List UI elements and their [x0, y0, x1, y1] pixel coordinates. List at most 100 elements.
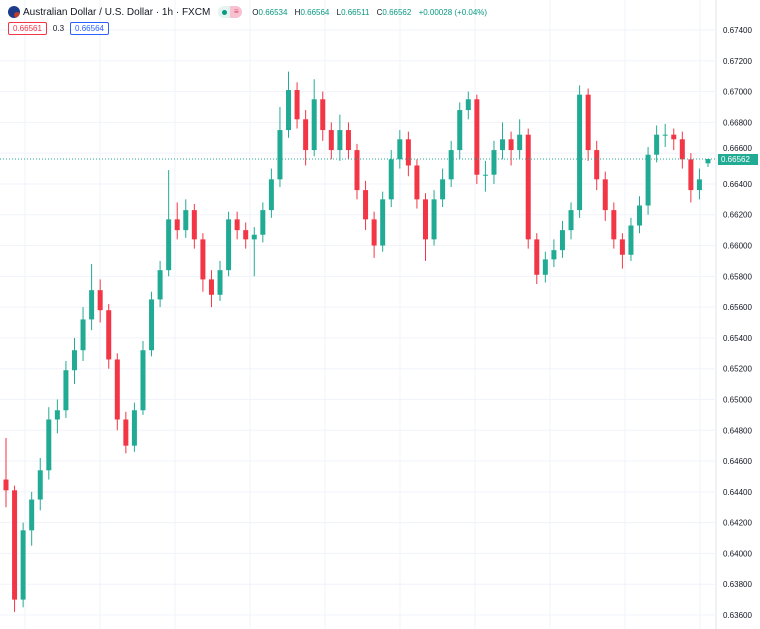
candle — [431, 190, 437, 246]
candle-body — [628, 225, 634, 255]
y-tick-label: 0.65400 — [723, 334, 752, 343]
candle-body — [602, 179, 608, 211]
candle-body — [166, 219, 172, 271]
low-label: L — [336, 7, 342, 17]
y-tick-label: 0.67000 — [723, 88, 752, 97]
candle — [217, 260, 223, 301]
candle-body — [363, 190, 369, 220]
candle — [80, 307, 86, 361]
candle — [183, 199, 189, 238]
candle-body — [559, 230, 565, 251]
candle-body — [243, 230, 249, 240]
candle — [388, 150, 394, 208]
open-label: O — [252, 7, 259, 17]
candle-body — [465, 99, 471, 111]
candle — [448, 140, 454, 188]
candle-body — [525, 134, 531, 240]
candle — [294, 82, 300, 129]
candle-body — [37, 470, 43, 500]
candle — [226, 211, 232, 277]
ohlc-values: O0.66534 H0.66564 L0.66511 C0.66562 +0.0… — [252, 8, 492, 17]
candle — [286, 71, 292, 138]
candle — [29, 491, 35, 546]
candle-body — [654, 134, 660, 155]
candle-body — [191, 210, 197, 240]
candle-body — [234, 219, 240, 231]
change-value: +0.00028 (+0.04%) — [418, 7, 488, 17]
candle — [277, 106, 283, 188]
y-tick-label: 0.65800 — [723, 272, 752, 281]
candle-body — [688, 159, 694, 191]
candle-body — [405, 139, 411, 166]
candle-body — [577, 94, 583, 211]
candle-body — [46, 419, 52, 471]
candle-body — [662, 134, 668, 136]
candle-body — [696, 179, 702, 191]
candle — [3, 437, 9, 508]
candle-body — [585, 94, 591, 151]
candle — [106, 304, 112, 369]
candle — [602, 171, 608, 221]
candle — [328, 122, 334, 160]
candle — [568, 202, 574, 240]
symbol-title[interactable]: Australian Dollar / U.S. Dollar · 1h · F… — [23, 6, 211, 18]
candle-body — [679, 139, 685, 160]
candle — [517, 119, 523, 160]
close-value: 0.66562 — [382, 7, 412, 17]
candle — [311, 79, 317, 157]
candle — [149, 291, 155, 357]
candle-body — [380, 199, 386, 246]
candle — [508, 131, 514, 166]
candle-body — [414, 165, 420, 200]
candle — [577, 85, 583, 218]
candle — [645, 147, 651, 215]
market-status-pill[interactable]: ≡ — [218, 6, 243, 18]
chart-legend: Australian Dollar / U.S. Dollar · 1h · F… — [8, 6, 492, 18]
candle — [89, 264, 95, 331]
open-value: 0.66534 — [258, 7, 288, 17]
candle-body — [54, 410, 60, 420]
y-tick-label: 0.67200 — [723, 57, 752, 66]
candle — [482, 160, 488, 192]
candle — [397, 130, 403, 169]
candle-body — [457, 110, 463, 151]
candle-body — [482, 174, 488, 176]
market-open-dot-icon — [222, 9, 228, 15]
candle-body — [149, 299, 155, 351]
candle-body — [123, 419, 129, 446]
candle — [465, 91, 471, 120]
y-tick-label: 0.66200 — [723, 211, 752, 220]
sell-button[interactable]: 0.66561 — [8, 22, 47, 35]
buy-button[interactable]: 0.66564 — [70, 22, 109, 35]
candle-body — [294, 90, 300, 120]
candle — [500, 122, 506, 160]
candle-body — [422, 199, 428, 240]
candle — [637, 196, 643, 234]
candle-body — [371, 219, 377, 246]
y-tick-label: 0.65600 — [723, 303, 752, 312]
candle-body — [320, 99, 326, 131]
candle-body — [97, 290, 103, 311]
candle — [123, 411, 129, 454]
candle-body — [174, 219, 180, 231]
y-tick-label: 0.66400 — [723, 180, 752, 189]
y-tick-label: 0.65200 — [723, 365, 752, 374]
candle — [243, 222, 249, 249]
candle — [337, 114, 343, 161]
candle-body — [277, 130, 283, 180]
candle-body — [637, 205, 643, 226]
candle-body — [217, 270, 223, 295]
candle-body — [500, 139, 506, 151]
indicator-icon: ≡ — [230, 6, 243, 18]
candle-body — [671, 134, 677, 140]
candle — [131, 402, 137, 452]
candle — [414, 159, 420, 209]
price-axis[interactable]: 0.67400 0.67200 0.67000 0.66800 0.66600 0.664… — [723, 26, 752, 620]
candle — [696, 168, 702, 200]
candle — [37, 457, 43, 511]
spread: 0.3 — [52, 24, 65, 33]
candle-body — [619, 239, 625, 255]
candle — [97, 279, 103, 323]
candle-body — [157, 270, 163, 300]
